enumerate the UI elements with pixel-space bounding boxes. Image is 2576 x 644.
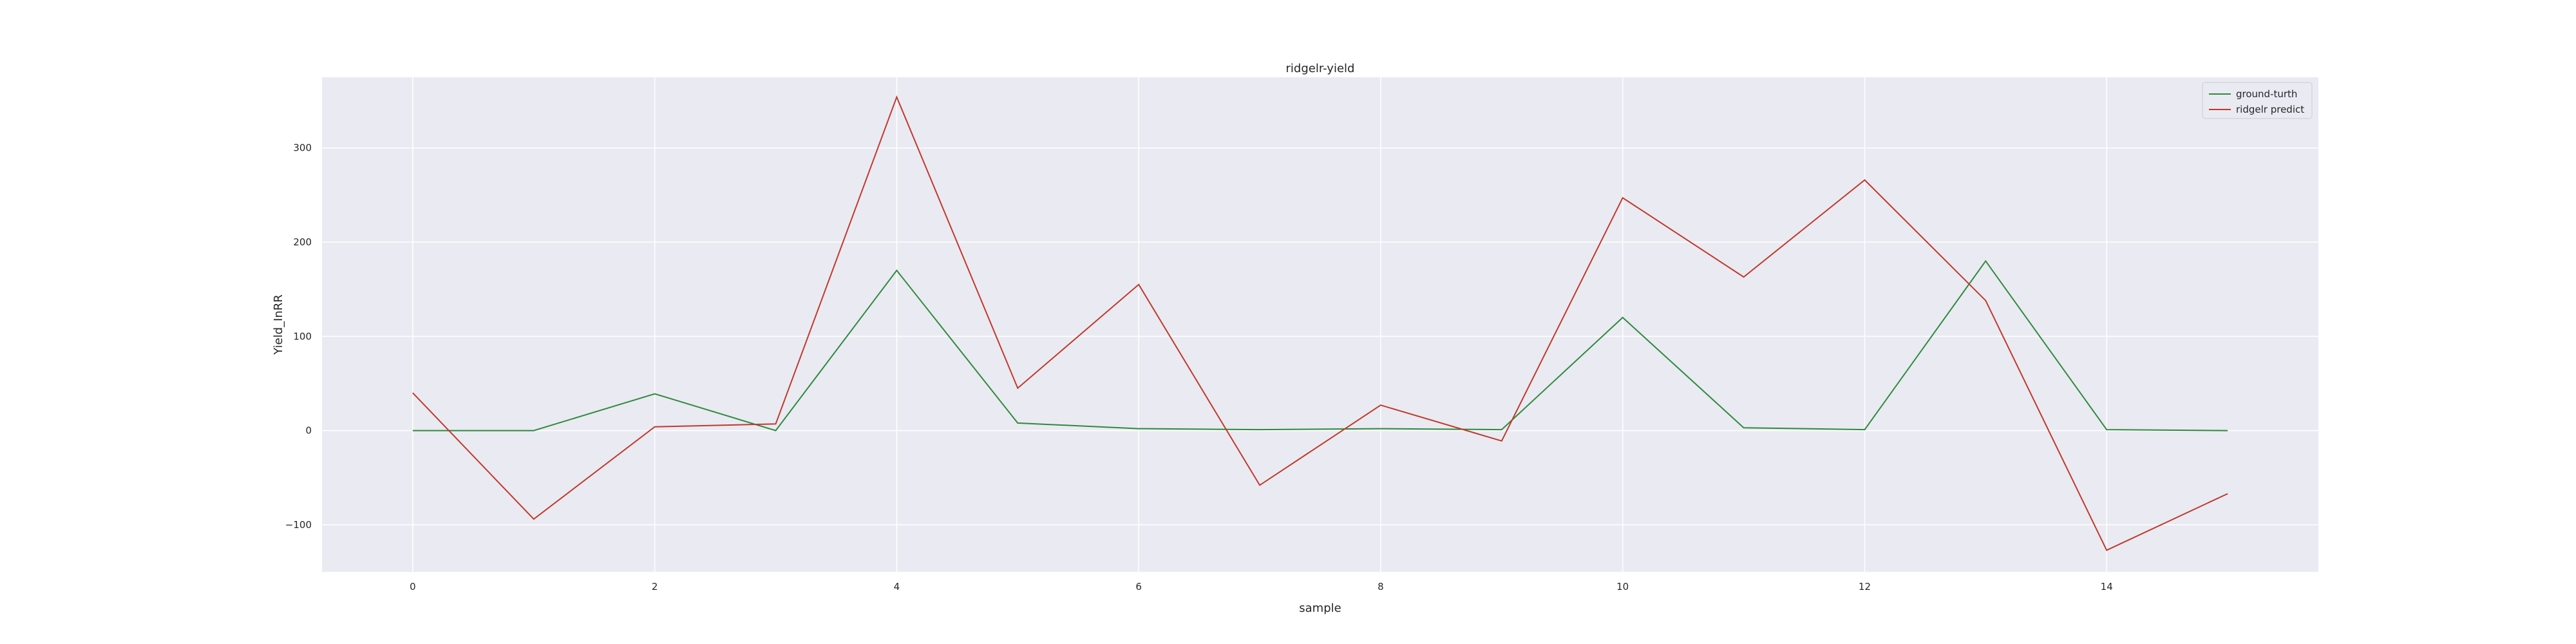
y-tick-labels: −100 0 100 200 300 xyxy=(285,142,312,531)
y-tick-label: 200 xyxy=(293,236,312,248)
x-tick-label: 6 xyxy=(1135,581,1142,592)
y-tick-label: 0 xyxy=(305,425,312,437)
chart-title: ridgelr-yield xyxy=(1286,62,1355,75)
series-layer xyxy=(412,95,2228,551)
y-tick-label: 300 xyxy=(293,142,312,154)
plot-area xyxy=(322,77,2318,572)
x-tick-label: 10 xyxy=(1616,581,1629,592)
legend: ground-turth ridgelr predict xyxy=(2202,82,2313,119)
y-tick-label: −100 xyxy=(285,519,312,531)
y-axis-label: Yield_InRR xyxy=(272,294,285,355)
series-line-ground-truth xyxy=(412,260,2228,431)
y-tick-label: 100 xyxy=(293,330,312,342)
x-tick-label: 4 xyxy=(894,581,900,592)
x-tick-label: 8 xyxy=(1378,581,1384,592)
series-line-ridgelr-predict xyxy=(412,95,2228,551)
legend-label: ground-turth xyxy=(2236,88,2297,100)
grid-lines xyxy=(322,77,2318,572)
x-tick-label: 0 xyxy=(410,581,416,592)
x-tick-label: 2 xyxy=(652,581,658,592)
x-tick-label: 12 xyxy=(1859,581,1871,592)
x-axis-label: sample xyxy=(1299,601,1341,615)
x-tick-label: 14 xyxy=(2101,581,2113,592)
legend-label: ridgelr predict xyxy=(2236,104,2304,115)
x-tick-labels: 0 2 4 6 8 10 12 14 xyxy=(410,581,2113,592)
